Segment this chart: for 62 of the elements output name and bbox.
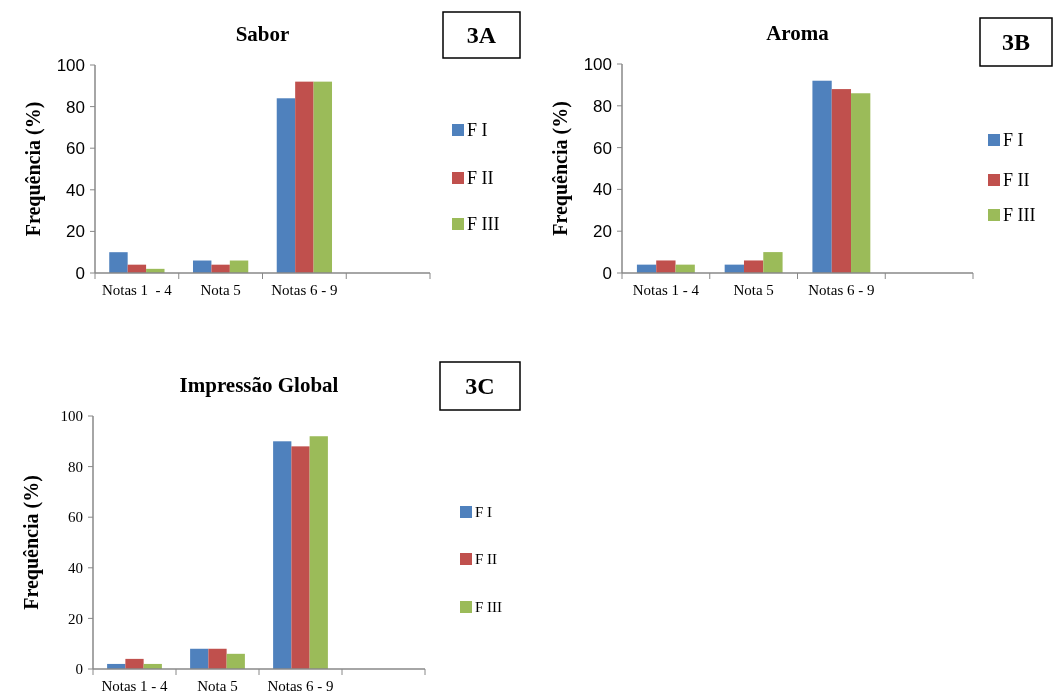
- y-tick-label: 100: [583, 54, 612, 74]
- y-tick-label: 60: [593, 138, 612, 158]
- bar: [851, 93, 871, 273]
- x-tick-label: Notas 6 - 9: [808, 282, 875, 298]
- bar: [763, 252, 783, 273]
- x-tick-label: Notas 6 - 9: [271, 282, 338, 298]
- x-tick-label: Notas 1 - 4: [101, 678, 169, 694]
- legend-label: F I: [467, 120, 488, 141]
- y-tick-label: 40: [66, 180, 85, 200]
- x-tick-label: Nota 5: [733, 282, 774, 298]
- bar: [291, 446, 310, 669]
- bar: [656, 260, 676, 273]
- y-tick-label: 20: [66, 222, 85, 242]
- y-tick-label: 100: [56, 55, 85, 75]
- legend-label: F I: [1003, 130, 1024, 151]
- bar: [743, 260, 764, 273]
- bar: [295, 81, 314, 273]
- bar: [190, 648, 209, 669]
- bar: [831, 89, 852, 273]
- bar: [226, 653, 245, 669]
- y-tick-label: 80: [66, 97, 85, 117]
- bar: [812, 80, 832, 273]
- bar: [276, 98, 296, 273]
- legend-label: F III: [1003, 205, 1036, 226]
- chart-title: Sabor: [235, 22, 290, 46]
- legend-label: F II: [1003, 170, 1030, 191]
- bar: [273, 441, 292, 669]
- y-tick-label: 60: [68, 509, 83, 526]
- y-axis-title: Frequência (%): [22, 101, 45, 237]
- chart-title: Impressão Global: [179, 373, 339, 397]
- y-tick-label: 20: [68, 610, 83, 627]
- x-tick-label: Notas 6 - 9: [267, 678, 334, 694]
- x-tick-label: Nota 5: [197, 678, 238, 694]
- y-tick-label: 0: [602, 263, 612, 283]
- text: 3C: [465, 373, 495, 400]
- legend-label: F III: [467, 214, 500, 235]
- bar: [125, 658, 144, 669]
- chart-title: Aroma: [766, 21, 830, 45]
- legend-label: F II: [467, 168, 494, 189]
- x-tick-label: Notas 1 - 4: [632, 282, 700, 298]
- bar: [309, 436, 328, 669]
- text: 3A: [466, 22, 497, 49]
- bar: [313, 81, 333, 273]
- legend-label: F II: [475, 551, 498, 568]
- y-axis-title: Frequência (%): [20, 475, 43, 610]
- y-axis-title: Frequência (%): [549, 101, 572, 236]
- y-tick-label: 100: [60, 408, 83, 425]
- legend-label: F I: [475, 504, 493, 521]
- y-tick-label: 40: [68, 560, 83, 577]
- bar: [208, 648, 227, 669]
- legend-label: F III: [475, 599, 503, 616]
- x-tick-label: Notas 1 - 4: [101, 282, 173, 298]
- bar: [109, 252, 128, 273]
- x-tick-label: Nota 5: [200, 282, 241, 298]
- y-tick-label: 80: [593, 96, 612, 116]
- y-tick-label: 80: [68, 458, 83, 475]
- y-tick-label: 0: [75, 661, 83, 678]
- text: 3B: [1001, 29, 1031, 56]
- y-tick-label: 40: [593, 180, 612, 200]
- y-tick-label: 0: [75, 263, 85, 283]
- y-tick-label: 20: [593, 222, 612, 242]
- y-tick-label: 60: [66, 139, 85, 159]
